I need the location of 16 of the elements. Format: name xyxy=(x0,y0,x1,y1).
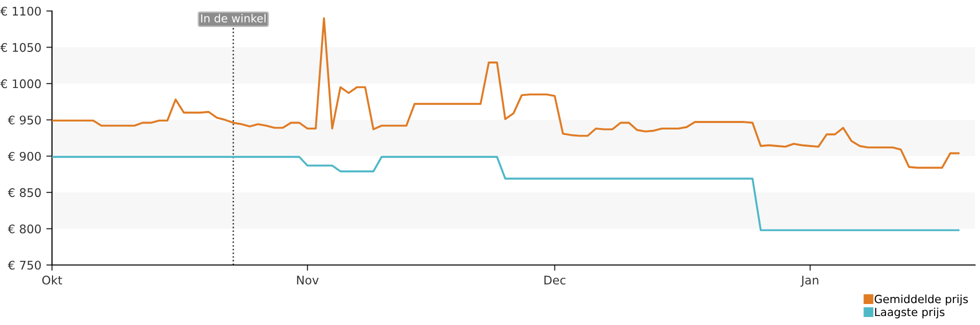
y-tick-label: € 1000 xyxy=(0,79,41,88)
y-tick-label: € 850 xyxy=(8,188,41,198)
x-tick-label: Nov xyxy=(297,276,319,285)
legend-label: Laagste prijs xyxy=(875,308,944,318)
legend-label: Gemiddelde prijs xyxy=(874,294,968,306)
y-tick-label: € 950 xyxy=(8,116,41,125)
y-tick-label: € 800 xyxy=(8,224,41,234)
y-tick-label: € 1050 xyxy=(0,43,41,52)
x-tick-label: Dec xyxy=(544,276,566,285)
y-tick-label: € 900 xyxy=(8,152,41,161)
y-tick-label: € 750 xyxy=(8,260,41,270)
line-series xyxy=(52,156,960,232)
x-tick-label: Okt xyxy=(42,275,62,285)
y-tick-label: € 1100 xyxy=(0,6,41,16)
annotation: In de winkel xyxy=(201,14,266,23)
x-tick-label: Jan xyxy=(800,276,818,287)
